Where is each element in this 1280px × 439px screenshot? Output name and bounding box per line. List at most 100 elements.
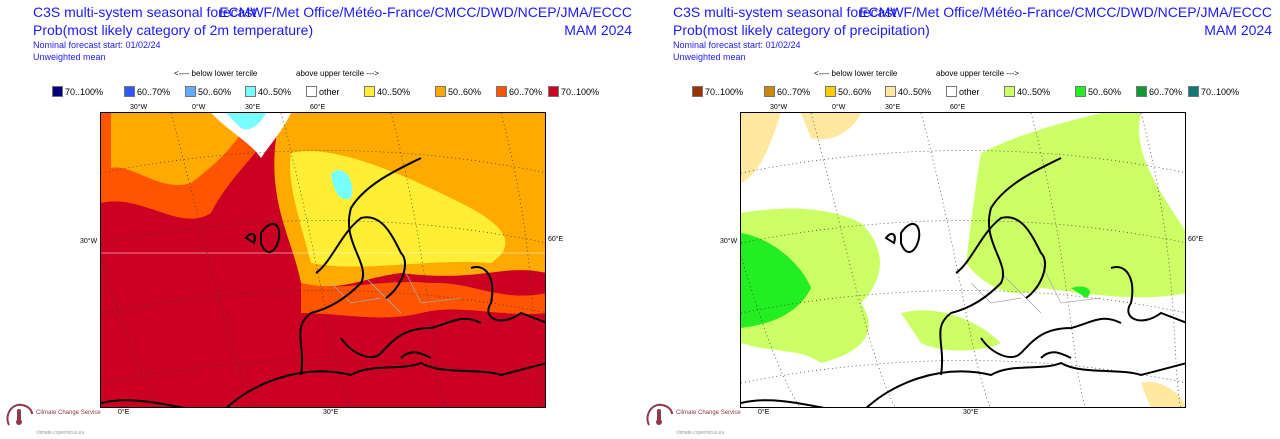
legend-item: 60..70% — [1136, 86, 1182, 97]
legend-label: 50..60% — [448, 86, 482, 97]
legend-swatch — [1075, 86, 1086, 97]
graticule-line — [101, 290, 545, 314]
legend-label: other — [319, 86, 340, 97]
longitude-label-bottom: 30°E — [963, 409, 979, 416]
legend-label: 40..50% — [1017, 86, 1051, 97]
latitude-label: 30°W — [720, 238, 738, 245]
legend-item: 70..100% — [692, 86, 743, 97]
longitude-label-right: 60°E — [1188, 236, 1204, 243]
legend-item: 70..100% — [52, 86, 103, 97]
legend-item: 40..50% — [364, 86, 410, 97]
legend-swatch — [364, 86, 375, 97]
legend-label: 40..50% — [377, 86, 411, 97]
legend-item: 60..70% — [764, 86, 810, 97]
legend-item: 50..60% — [185, 86, 231, 97]
temperature-panel: C3S multi-system seasonal forecast Prob(… — [4, 4, 632, 438]
graticule-line — [101, 220, 545, 244]
longitude-label: 0°W — [832, 104, 846, 111]
longitude-label: 30°W — [130, 104, 148, 111]
legend-item: 40..50% — [885, 86, 931, 97]
nominal-start: Nominal forecast start: 01/02/24 — [33, 40, 161, 50]
coastline — [101, 157, 545, 407]
weighting: Unweighted mean — [673, 52, 746, 62]
graticule-line — [101, 150, 545, 174]
below-tercile-label: <---- below lower tercile — [814, 69, 898, 78]
panel-title: C3S multi-system seasonal forecast — [33, 4, 257, 20]
latitude-label: 30°W — [80, 238, 98, 245]
legend-swatch — [764, 86, 775, 97]
legend-label: 50..60% — [838, 86, 872, 97]
legend-swatch — [946, 86, 957, 97]
legend-swatch — [548, 86, 559, 97]
legend-label: 50..60% — [198, 86, 232, 97]
legend-swatch — [825, 86, 836, 97]
panel-title: C3S multi-system seasonal forecast — [673, 4, 897, 20]
logo-url: climate.copernicus.eu — [36, 430, 85, 436]
legend-swatch — [496, 86, 507, 97]
legend-swatch — [1004, 86, 1015, 97]
logo-name: Climate Change Service — [36, 410, 101, 416]
legend-swatch — [245, 86, 256, 97]
graticule-line — [741, 290, 1185, 314]
legend-item: 40..50% — [1004, 86, 1050, 97]
legend-swatch — [52, 86, 63, 97]
legend-label: 70..100% — [1201, 86, 1240, 97]
season: MAM 2024 — [564, 22, 632, 38]
legend-item: 60..70% — [124, 86, 170, 97]
sources: ECMWF/Met Office/Météo-France/CMCC/DWD/N… — [219, 4, 632, 20]
longitude-label: 60°E — [310, 104, 326, 111]
graticule-line — [741, 150, 1185, 174]
legend-label: 60..70% — [1149, 86, 1183, 97]
legend-item: 50..60% — [825, 86, 871, 97]
season: MAM 2024 — [1204, 22, 1272, 38]
longitude-label: 30°W — [770, 104, 788, 111]
longitude-label-right: 60°E — [548, 236, 564, 243]
copernicus-logo: Climate Change Service climate.copernicus… — [4, 400, 164, 438]
legend-label: 40..50% — [258, 86, 292, 97]
legend-item: 60..70% — [496, 86, 542, 97]
panel-subtitle: Prob(most likely category of precipitati… — [673, 22, 930, 38]
sources: ECMWF/Met Office/Météo-France/CMCC/DWD/N… — [859, 4, 1272, 20]
thermometer-cloud-icon — [6, 403, 33, 426]
legend-swatch — [885, 86, 896, 97]
legend-label: 60..70% — [137, 86, 171, 97]
legend-swatch — [306, 86, 317, 97]
forecast-map — [100, 112, 546, 408]
probability-fill — [741, 113, 1185, 407]
legend-item: other — [306, 86, 340, 97]
legend-label: 40..50% — [898, 86, 932, 97]
legend-label: 70..100% — [65, 86, 104, 97]
legend-item: 40..50% — [245, 86, 291, 97]
legend-swatch — [185, 86, 196, 97]
longitude-label: 60°E — [950, 104, 966, 111]
legend-swatch — [1136, 86, 1147, 97]
legend-item: 70..100% — [548, 86, 599, 97]
legend-item: 50..60% — [1075, 86, 1121, 97]
legend-swatch — [124, 86, 135, 97]
legend-label: 70..100% — [561, 86, 600, 97]
legend-label: 60..70% — [777, 86, 811, 97]
probability-fill — [101, 113, 545, 407]
graticule-line — [741, 220, 1185, 244]
weighting: Unweighted mean — [33, 52, 106, 62]
longitude-label: 30°E — [885, 104, 901, 111]
copernicus-logo: Climate Change Service climate.copernicus… — [644, 400, 804, 438]
longitude-label: 0°W — [192, 104, 206, 111]
below-tercile-label: <---- below lower tercile — [174, 69, 258, 78]
panel-subtitle: Prob(most likely category of 2m temperat… — [33, 22, 314, 38]
longitude-label-bottom: 0°E — [758, 409, 770, 416]
legend-item: 50..60% — [435, 86, 481, 97]
logo-name: Climate Change Service — [676, 410, 741, 416]
legend-label: 50..60% — [1088, 86, 1122, 97]
legend-swatch — [1188, 86, 1199, 97]
thermometer-cloud-icon — [646, 403, 673, 426]
country-borders — [970, 262, 1102, 314]
legend-item: other — [946, 86, 980, 97]
coastline — [741, 157, 1185, 407]
above-tercile-label: above upper tercile ---> — [936, 69, 1019, 78]
legend-swatch — [692, 86, 703, 97]
legend-swatch — [435, 86, 446, 97]
legend-item: 70..100% — [1188, 86, 1239, 97]
legend-label: other — [959, 86, 980, 97]
country-borders — [330, 262, 462, 314]
